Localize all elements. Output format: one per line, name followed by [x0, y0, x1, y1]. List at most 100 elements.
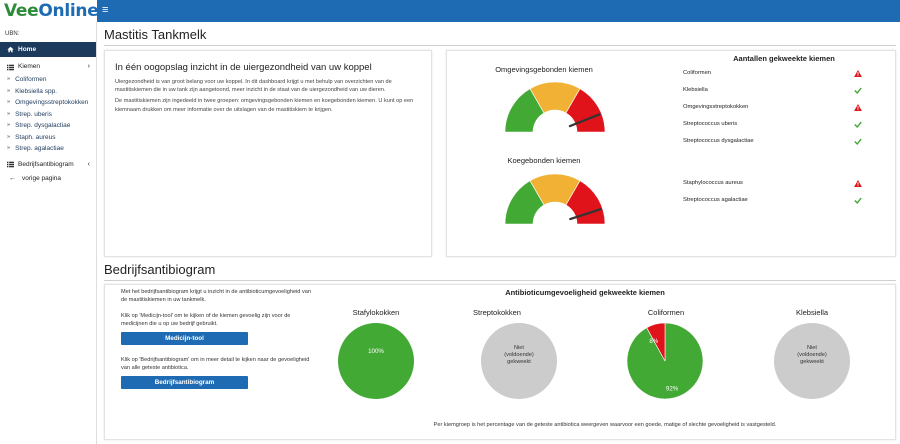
pie-data-label: 100% — [368, 348, 384, 355]
sidebar-subitem-staph-aureus[interactable]: » Staph. aureus — [0, 132, 96, 144]
intro-paragraph-1: Uiergezondheid is van groot belang voor … — [115, 79, 392, 94]
sidebar-item-label: Home — [18, 46, 37, 53]
sidebar-subitem-strep-uberis[interactable]: » Strep. uberis — [0, 109, 96, 121]
kiem-name: Coliformen — [683, 70, 712, 76]
gauge-title-koegebonden: Koegebonden kiemen — [507, 156, 581, 165]
check-icon — [853, 135, 863, 147]
home-icon — [7, 46, 14, 53]
kiem-row[interactable]: Klebsiella — [683, 84, 873, 96]
pie-slice-niet-gekweekt[interactable] — [774, 323, 850, 399]
medicijn-tool-button[interactable]: Medicijn-tool — [121, 332, 248, 345]
ubn-label: UBN: — [5, 31, 20, 37]
double-chevron-icon: » — [7, 76, 11, 82]
kiem-row[interactable]: Omgevingsstreptokokken — [683, 101, 873, 113]
sidebar-subitem-omgevingsstreptokokken[interactable]: » Omgevingsstreptokokken — [0, 97, 96, 109]
antibiogram-paragraph-3: Klik op 'Bedrijfsantibiogram' om in meer… — [121, 357, 310, 371]
pie-chart-streptokokken: Niet(voldoende)gekweekt — [481, 323, 557, 399]
pie-status-label: gekweekt — [800, 359, 824, 365]
sidebar-subitem-label: Strep. agalactiae — [15, 145, 64, 152]
pie-title-stafylokokken: Stafylokokken — [352, 308, 400, 317]
back-link[interactable]: ← vorige pagina — [0, 172, 96, 186]
pie-chart-klebsiella: Niet(voldoende)gekweekt — [774, 323, 850, 399]
kiemen-list-group1: Coliformen Klebsiella Omgevingsstreptoko… — [683, 67, 883, 167]
kiem-name: Streptococcus dysgalactiae — [683, 138, 754, 144]
list-icon — [7, 64, 14, 70]
pie-data-label: 8% — [649, 338, 658, 345]
antibiogram-paragraph-1: Met het bedrijfsantibiogram krijgt u inz… — [121, 289, 311, 303]
check-icon — [853, 118, 863, 130]
sidebar-subitem-coliformen[interactable]: » Coliformen — [0, 74, 96, 86]
gauge-needle — [569, 208, 602, 221]
gauge-band-bad — [565, 180, 606, 225]
gauge-omgevingsgebonden — [504, 81, 606, 133]
gauge-band-bad — [565, 88, 606, 133]
sidebar-subitem-label: Klebsiella spp. — [15, 87, 57, 95]
pie-slice-slecht[interactable] — [646, 322, 666, 362]
sidebar-subitem-label: Strep. dysgalactiae — [15, 122, 71, 129]
pie-status-label: (voldoende) — [797, 352, 827, 358]
pie-status-label: Niet — [807, 345, 817, 351]
sidebar-subitem-label: Omgevingsstreptokokken — [15, 99, 89, 106]
pie-slice-niet-gekweekt[interactable] — [481, 323, 557, 399]
section-title-mastitis: Mastitis Tankmelk — [104, 27, 207, 42]
kiem-name: Streptococcus agalactiae — [683, 197, 748, 203]
antibiogram-chart-title: Antibioticumgevoeligheid gekweekte kieme… — [505, 288, 665, 297]
sidebar-item-kiemen[interactable]: Kiemen › — [0, 60, 96, 74]
main-content: Mastitis Tankmelk In één oogopslag inzic… — [97, 22, 900, 444]
sidebar-subitem-strep-agalactiae[interactable]: » Strep. agalactiae — [0, 143, 96, 155]
list-icon — [7, 161, 14, 168]
back-link-label: vorige pagina — [22, 174, 62, 182]
kiem-name: Klebsiella — [683, 87, 708, 93]
sidebar-subitem-label: Coliformen — [15, 76, 47, 83]
chevron-down-icon: › — [87, 63, 90, 70]
sidebar-subitem-klebsiella[interactable]: » Klebsiella spp. — [0, 86, 96, 98]
kiem-row[interactable]: Streptococcus uberis — [683, 118, 873, 130]
sidebar-subitem-strep-dysgalactiae[interactable]: » Strep. dysgalactiae — [0, 120, 96, 132]
warning-icon — [853, 67, 863, 79]
pie-title-coliformen: Coliformen — [647, 308, 685, 317]
antibiogram-paragraph-2: Klik op 'Medicijn-tool' om te kijken of … — [121, 313, 291, 327]
top-bar — [0, 0, 900, 22]
arrow-left-icon: ← — [9, 174, 16, 182]
sidebar-item-bedrijfsantibiogram[interactable]: Bedrijfsantibiogram ‹ — [0, 158, 96, 172]
logo[interactable]: VeeOnline — [0, 0, 99, 22]
intro-card: In één oogopslag inzicht in de uiergezon… — [104, 50, 432, 257]
sidebar-item-home[interactable]: Home — [0, 42, 96, 57]
section-title-antibiogram: Bedrijfsantibiogram — [104, 262, 216, 277]
sidebar-subitem-label: Staph. aureus — [15, 133, 56, 141]
intro-paragraph-2: De mastitiskiemen zijn ingedeeld in twee… — [115, 98, 414, 113]
kiem-row[interactable]: Streptococcus agalactiae — [683, 194, 873, 206]
pie-slice-goed[interactable] — [338, 323, 414, 399]
pie-data-label: 92% — [666, 386, 679, 393]
double-chevron-icon: » — [7, 122, 11, 128]
sidebar-item-label: Bedrijfsantibiogram — [18, 160, 74, 168]
sidebar-item-label: Kiemen — [18, 63, 41, 70]
double-chevron-icon: » — [7, 133, 11, 140]
double-chevron-icon: » — [7, 87, 11, 94]
warning-icon — [853, 101, 863, 113]
pie-title-klebsiella: Klebsiella — [795, 308, 829, 317]
kiem-row[interactable]: Coliformen — [683, 67, 873, 79]
counts-title: Aantallen gekweekte kiemen — [733, 54, 835, 63]
kiemen-list-group2: Staphylococcus aureus Streptococcus agal… — [683, 177, 883, 217]
antibiogram-footnote: Per kiemgroep is het percentage van de g… — [433, 422, 777, 428]
chevron-left-icon: ‹ — [87, 160, 90, 168]
bedrijfsantibiogram-button[interactable]: Bedrijfsantibiogram — [121, 376, 248, 389]
sidebar: UBN: Home Kiemen › » Coliformen » Klebsiel… — [0, 22, 97, 444]
pie-status-label: (voldoende) — [504, 352, 534, 358]
pie-title-streptokokken: Streptokokken — [473, 308, 521, 317]
logo-online: Online — [38, 1, 99, 21]
check-icon — [853, 84, 863, 96]
pie-chart-coliformen: 92% 8% — [626, 322, 704, 400]
hamburger-icon[interactable]: ≡ — [102, 4, 109, 16]
pie-chart-stafylokokken: 100% — [338, 323, 414, 399]
kiemen-overview-card: Omgevingsgebonden kiemen Koegebonden kie… — [446, 50, 896, 257]
kiem-row[interactable]: Staphylococcus aureus — [683, 177, 873, 189]
section-divider — [104, 280, 896, 281]
kiem-name: Omgevingsstreptokokken — [683, 104, 749, 110]
gauge-koegebonden — [504, 173, 606, 225]
check-icon — [853, 194, 863, 206]
sidebar-subitem-label: Strep. uberis — [15, 110, 52, 118]
section-divider — [104, 45, 896, 46]
kiem-row[interactable]: Streptococcus dysgalactiae — [683, 135, 873, 147]
